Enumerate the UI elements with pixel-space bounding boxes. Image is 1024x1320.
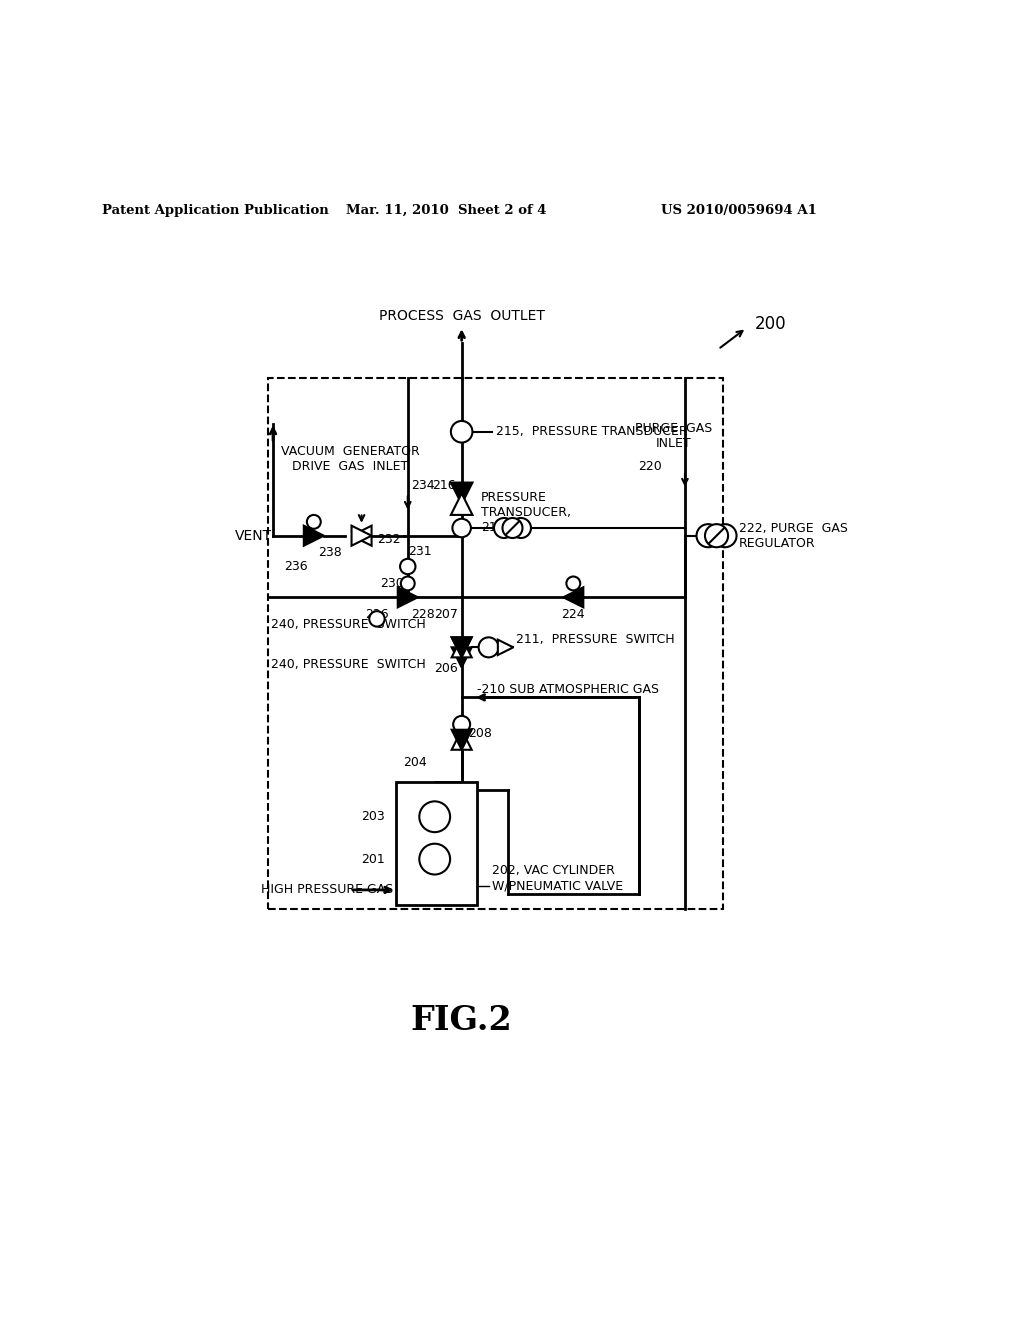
- Polygon shape: [351, 525, 372, 545]
- Text: VACUUM  GENERATOR
DRIVE  GAS  INLET: VACUUM GENERATOR DRIVE GAS INLET: [281, 445, 420, 473]
- Text: 202, VAC CYLINDER
W/PNEUMATIC VALVE: 202, VAC CYLINDER W/PNEUMATIC VALVE: [493, 865, 624, 892]
- Circle shape: [400, 558, 416, 574]
- Circle shape: [478, 638, 499, 657]
- Text: 220: 220: [638, 459, 663, 473]
- Circle shape: [307, 515, 321, 529]
- Polygon shape: [452, 638, 472, 657]
- Polygon shape: [451, 483, 472, 504]
- Circle shape: [419, 843, 451, 874]
- Text: 216: 216: [432, 479, 456, 492]
- Polygon shape: [451, 494, 472, 515]
- Polygon shape: [304, 525, 324, 545]
- Polygon shape: [452, 638, 472, 657]
- Text: 234: 234: [412, 479, 435, 492]
- Circle shape: [503, 517, 522, 539]
- Text: 203: 203: [360, 810, 385, 824]
- Circle shape: [419, 801, 451, 832]
- Circle shape: [451, 421, 472, 442]
- Text: Mar. 11, 2010  Sheet 2 of 4: Mar. 11, 2010 Sheet 2 of 4: [346, 205, 547, 218]
- Text: US 2010/0059694 A1: US 2010/0059694 A1: [660, 205, 817, 218]
- Text: 204: 204: [403, 756, 427, 770]
- Polygon shape: [563, 587, 584, 607]
- Text: 231: 231: [408, 545, 431, 557]
- Text: 240, PRESSURE  SWITCH: 240, PRESSURE SWITCH: [271, 657, 426, 671]
- Polygon shape: [397, 587, 418, 607]
- Text: 208: 208: [468, 727, 492, 741]
- Circle shape: [511, 517, 531, 539]
- Polygon shape: [452, 638, 472, 657]
- Text: 207: 207: [434, 607, 458, 620]
- Polygon shape: [351, 525, 372, 545]
- Bar: [267, 378, 724, 909]
- Polygon shape: [452, 730, 472, 750]
- Circle shape: [714, 524, 736, 548]
- Circle shape: [454, 715, 470, 733]
- Polygon shape: [452, 730, 472, 750]
- Text: FIG.2: FIG.2: [411, 1005, 513, 1038]
- Polygon shape: [498, 640, 513, 655]
- Text: PRESSURE
TRANSDUCER,
213: PRESSURE TRANSDUCER, 213: [481, 491, 571, 535]
- Circle shape: [453, 519, 471, 537]
- Text: 228: 228: [412, 607, 435, 620]
- Text: 226: 226: [365, 607, 388, 620]
- Circle shape: [705, 524, 728, 548]
- Text: HIGH PRESSURE GAS: HIGH PRESSURE GAS: [261, 883, 393, 896]
- Circle shape: [696, 524, 720, 548]
- Bar: [396, 781, 477, 906]
- Text: 222, PURGE  GAS
REGULATOR: 222, PURGE GAS REGULATOR: [739, 521, 848, 549]
- Text: 238: 238: [317, 546, 341, 560]
- Text: 200: 200: [755, 315, 785, 333]
- Polygon shape: [452, 647, 472, 668]
- Text: 206: 206: [434, 663, 458, 676]
- Text: 224: 224: [561, 607, 585, 620]
- Text: 211,  PRESSURE  SWITCH: 211, PRESSURE SWITCH: [515, 634, 674, 647]
- Text: 232: 232: [377, 533, 400, 546]
- Text: VENT: VENT: [236, 529, 272, 543]
- Text: Patent Application Publication: Patent Application Publication: [101, 205, 329, 218]
- Text: PURGE  GAS
INLET: PURGE GAS INLET: [635, 421, 712, 450]
- Text: 215,  PRESSURE TRANSDUCER: 215, PRESSURE TRANSDUCER: [497, 425, 688, 438]
- Text: PROCESS  GAS  OUTLET: PROCESS GAS OUTLET: [379, 309, 545, 323]
- Text: 230: 230: [380, 577, 403, 590]
- Circle shape: [370, 611, 385, 627]
- Text: -210 SUB ATMOSPHERIC GAS: -210 SUB ATMOSPHERIC GAS: [477, 684, 659, 696]
- Circle shape: [566, 577, 581, 590]
- Text: 240, PRESSURE  SWITCH: 240, PRESSURE SWITCH: [271, 618, 426, 631]
- Text: 201: 201: [360, 853, 385, 866]
- Text: 236: 236: [284, 560, 307, 573]
- Circle shape: [494, 517, 514, 539]
- Circle shape: [400, 577, 415, 590]
